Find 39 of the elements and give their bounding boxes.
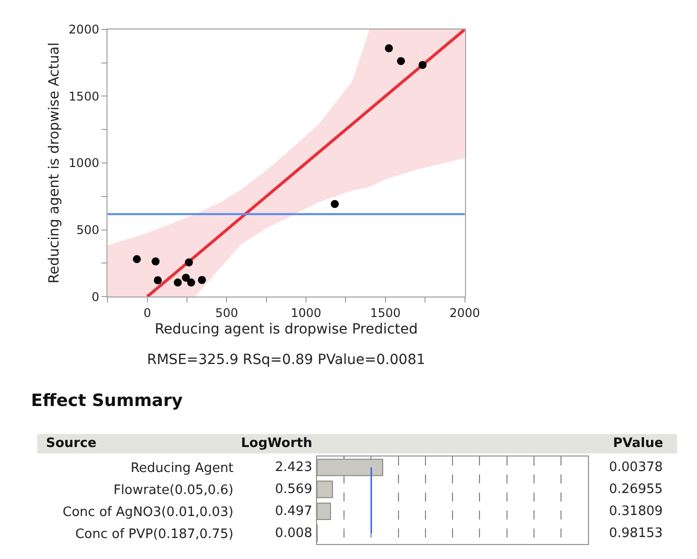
text: RMSE=325.9 RSq=0.89 PValue=0.0081 bbox=[147, 352, 426, 368]
y-tick-label: 1000 bbox=[68, 156, 100, 170]
y-tick-label: 500 bbox=[76, 222, 100, 237]
text: 0.98153 bbox=[609, 526, 663, 541]
y-axis-title: Reducing agent is dropwise Actual bbox=[46, 42, 62, 284]
point bbox=[184, 258, 193, 266]
point bbox=[330, 200, 339, 208]
y-tick-label: 0 bbox=[92, 290, 100, 304]
point bbox=[396, 57, 405, 66]
y-tick-label: Conc of AgNO3(0.01,0.03) bbox=[62, 504, 234, 520]
point bbox=[182, 274, 190, 282]
y-tick-label: 2000 bbox=[68, 22, 100, 37]
point bbox=[198, 276, 206, 284]
text: Source bbox=[46, 436, 97, 451]
point bbox=[418, 60, 427, 69]
y-tick-label: 1500 bbox=[68, 89, 100, 104]
y-tick-label: Conc of PVP(0.187,0.75) bbox=[75, 526, 234, 542]
x-tick-label: 1000 bbox=[290, 306, 322, 320]
x-axis-title: Reducing agent is dropwise Predicted bbox=[154, 321, 418, 338]
data-label: 0.569 bbox=[275, 482, 312, 497]
point bbox=[132, 255, 141, 264]
data-label: 0.497 bbox=[275, 504, 312, 519]
point bbox=[154, 276, 162, 284]
y-tick-label: Flowrate(0.05,0.6) bbox=[113, 482, 234, 498]
x-tick-label: 2000 bbox=[450, 306, 480, 320]
text: 0.31809 bbox=[609, 504, 663, 519]
y-tick-label: Reducing Agent bbox=[130, 460, 234, 476]
point bbox=[187, 278, 196, 287]
text: PValue bbox=[613, 436, 664, 451]
text: 0.26955 bbox=[609, 482, 663, 497]
point bbox=[174, 278, 182, 287]
data-label: 2.423 bbox=[275, 460, 312, 475]
text: Effect Summary bbox=[31, 391, 183, 411]
text: LogWorth bbox=[241, 436, 312, 451]
data-label: 0.008 bbox=[275, 526, 312, 541]
point bbox=[152, 257, 160, 266]
text: 0.00378 bbox=[609, 460, 663, 475]
x-tick-label: 1500 bbox=[370, 306, 401, 320]
point bbox=[384, 44, 393, 52]
